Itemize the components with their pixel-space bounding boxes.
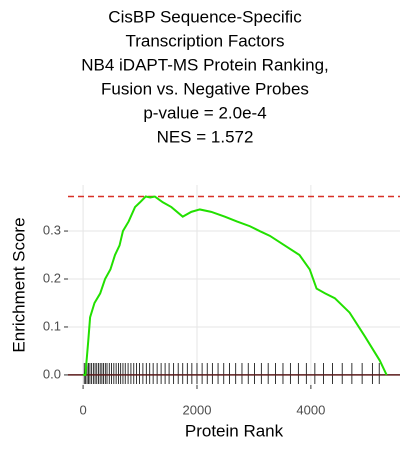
y-tick-label: 0.3	[43, 222, 61, 237]
chart-title: NES = 1.572	[157, 127, 254, 146]
x-tick-label: 4000	[296, 402, 325, 417]
y-tick-label: 0.0	[43, 366, 61, 381]
chart-title: NB4 iDAPT-MS Protein Ranking,	[81, 55, 329, 74]
x-tick-label: 2000	[183, 402, 212, 417]
chart-title: p-value = 2.0e-4	[143, 103, 266, 122]
x-tick-label: 0	[79, 402, 86, 417]
chart-title: CisBP Sequence-Specific	[108, 7, 302, 26]
x-axis-label: Protein Rank	[185, 421, 284, 440]
y-tick-label: 0.2	[43, 270, 61, 285]
y-tick-label: 0.1	[43, 318, 61, 333]
chart-title: Transcription Factors	[125, 31, 284, 50]
enrichment-line	[83, 195, 388, 376]
y-axis-label: Enrichment Score	[9, 217, 28, 352]
chart-title: Fusion vs. Negative Probes	[101, 79, 309, 98]
